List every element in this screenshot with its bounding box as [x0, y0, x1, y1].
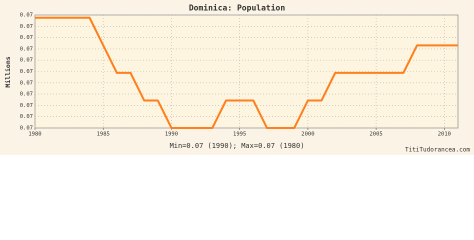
- y-tick-label: 0.07: [20, 126, 33, 132]
- y-tick-label: 0.07: [20, 46, 33, 52]
- y-tick-label: 0.07: [20, 103, 33, 109]
- y-axis-label: Millions: [4, 56, 12, 87]
- y-tick-label: 0.07: [20, 58, 33, 64]
- x-tick-label: 2010: [438, 132, 451, 138]
- y-tick-label: 0.07: [20, 114, 33, 120]
- y-tick-label: 0.07: [20, 13, 33, 19]
- footer: Min=0.07 (1990); Max=0.07 (1980): [170, 142, 305, 150]
- x-tick-label: 1980: [28, 132, 41, 138]
- chart-title: Dominica: Population: [189, 3, 286, 13]
- plot-area: [34, 14, 459, 129]
- data-line: [35, 16, 458, 129]
- y-tick-label: 0.07: [20, 69, 33, 75]
- watermark: TitiTudorancea.com: [405, 147, 470, 154]
- x-tick-label: 1995: [233, 132, 246, 138]
- chart: Dominica: Population Millions Min=0.07 (…: [0, 0, 474, 155]
- y-tick-label: 0.07: [20, 35, 33, 41]
- y-tick-label: 0.07: [20, 80, 33, 86]
- y-tick-label: 0.07: [20, 24, 33, 30]
- x-tick-label: 2005: [370, 132, 383, 138]
- x-tick-label: 1990: [165, 132, 178, 138]
- y-tick-label: 0.07: [20, 92, 33, 98]
- x-tick-label: 1985: [97, 132, 110, 138]
- x-tick-label: 2000: [301, 132, 314, 138]
